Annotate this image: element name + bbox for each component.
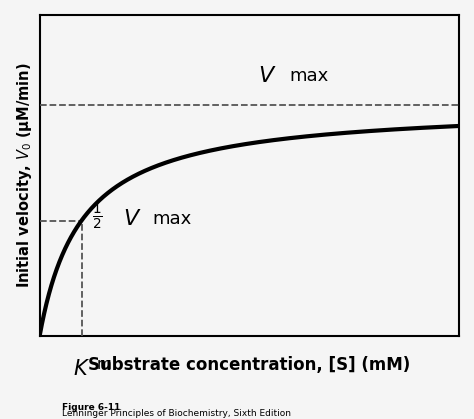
Text: Lehninger Principles of Biochemistry, Sixth Edition: Lehninger Principles of Biochemistry, Si… [62,409,291,418]
X-axis label: Substrate concentration, [S] (mM): Substrate concentration, [S] (mM) [88,356,410,374]
Text: $\mathit{V}$: $\mathit{V}$ [123,209,142,229]
Text: m: m [96,357,111,372]
Text: max: max [289,67,328,85]
Text: max: max [153,210,192,228]
Text: Figure 6-11: Figure 6-11 [62,403,120,412]
Y-axis label: Initial velocity, $V_0$ (μM/min): Initial velocity, $V_0$ (μM/min) [15,63,34,288]
Text: $\mathit{V}$: $\mathit{V}$ [258,66,276,86]
Text: $\mathit{K}$: $\mathit{K}$ [73,359,90,379]
Text: $\mathsf{\frac{1}{2}}$: $\mathsf{\frac{1}{2}}$ [92,202,103,233]
